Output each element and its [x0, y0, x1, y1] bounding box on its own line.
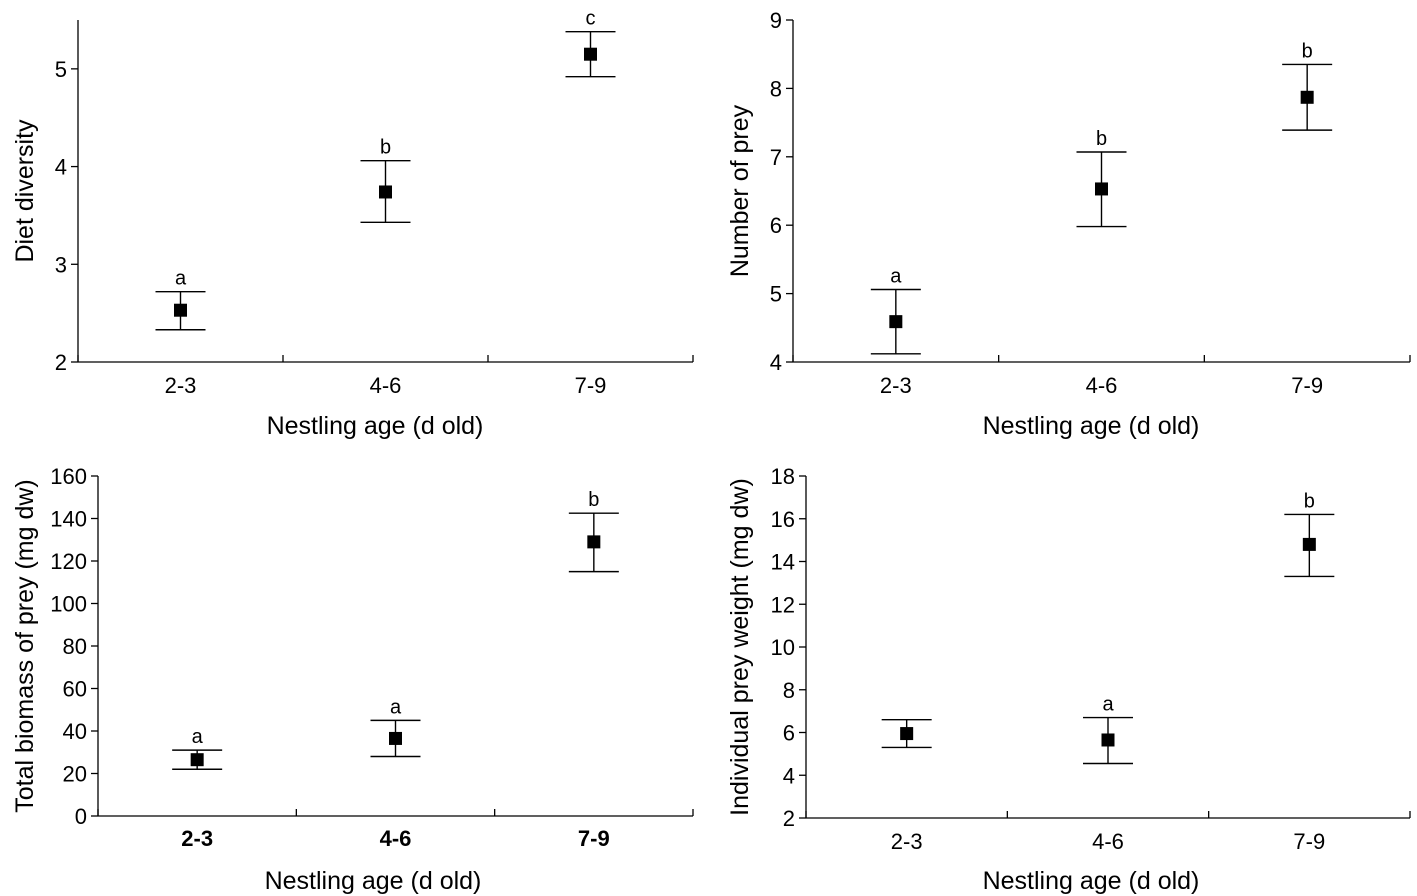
diet-diversity-significance-letter: a [175, 268, 187, 290]
number-of-prey-significance-letter: a [890, 265, 902, 287]
diet-diversity-y-tick-label: 3 [55, 252, 67, 277]
individual-prey-weight-x-tick-label: 4-6 [1092, 829, 1124, 854]
total-biomass-x-tick-label: 4-6 [380, 826, 412, 851]
total-biomass-significance-letter: a [192, 726, 204, 748]
diet-diversity-x-tick-label: 2-3 [165, 373, 197, 398]
number-of-prey-y-tick-label: 7 [770, 145, 782, 170]
total-biomass-data-point [389, 731, 402, 745]
total-biomass-y-axis-title: Total biomass of prey (mg dw) [11, 479, 39, 812]
diet-diversity-significance-letter: c [586, 8, 596, 30]
total-biomass-panel: 0 20 40 60 80 100 120 140 160 2-3 4-6 7-9 Nestling a… [11, 464, 694, 895]
individual-prey-weight-y-tick-label: 16 [771, 507, 795, 532]
number-of-prey-data-point [1095, 182, 1108, 196]
diet-diversity-y-tick-label: 4 [55, 155, 67, 180]
total-biomass-y-tick-label: 100 [50, 592, 87, 617]
number-of-prey-y-tick-label: 4 [770, 350, 782, 375]
diet-diversity-x-tick-label: 4-6 [370, 373, 402, 398]
diet-diversity-x-axis-title: Nestling age (d old) [267, 412, 484, 440]
total-biomass-x-axis-title: Nestling age (d old) [265, 867, 482, 895]
diet-diversity-significance-letter: b [380, 137, 391, 159]
total-biomass-y-tick-label: 80 [63, 634, 87, 659]
individual-prey-weight-data-point [1302, 537, 1316, 551]
total-biomass-data-point [587, 535, 601, 549]
total-biomass-y-tick-label: 120 [50, 549, 87, 574]
number-of-prey-y-tick-label: 6 [770, 213, 782, 238]
number-of-prey-significance-letter: b [1302, 40, 1313, 62]
individual-prey-weight-y-tick-label: 14 [771, 550, 795, 575]
number-of-prey-significance-letter: b [1096, 128, 1107, 150]
total-biomass-significance-letter: b [588, 489, 599, 511]
diet-diversity-y-tick-label: 2 [55, 350, 67, 375]
total-biomass-y-tick-label: 0 [75, 804, 87, 829]
individual-prey-weight-x-axis-title: Nestling age (d old) [983, 867, 1200, 895]
number-of-prey-data-point [1300, 90, 1314, 104]
number-of-prey-panel: 4 5 6 7 8 9 2-3 4-6 7-9 Nestling age (d old) Numbe… [726, 8, 1411, 440]
diet-diversity-y-axis-title: Diet diversity [11, 119, 39, 263]
diet-diversity-panel: 2 3 4 5 2-3 4-6 7-9 Nestling age (d old) Diet di… [11, 8, 694, 440]
individual-prey-weight-significance-letter: a [1102, 694, 1114, 716]
total-biomass-data-point [190, 753, 204, 767]
total-biomass-x-tick-label: 2-3 [181, 826, 213, 851]
number-of-prey-x-tick-label: 4-6 [1086, 373, 1118, 398]
number-of-prey-y-axis-title: Number of prey [726, 104, 754, 277]
individual-prey-weight-panel: 2 4 6 8 10 12 14 16 18 2-3 4-6 7-9 Nestling age (d o… [726, 464, 1411, 895]
individual-prey-weight-y-tick-label: 6 [783, 721, 795, 746]
individual-prey-weight-y-tick-label: 4 [783, 763, 795, 788]
individual-prey-weight-y-tick-label: 12 [771, 592, 795, 617]
individual-prey-weight-x-tick-label: 2-3 [891, 829, 923, 854]
diet-diversity-y-tick-label: 5 [55, 57, 67, 82]
number-of-prey-x-axis-title: Nestling age (d old) [983, 412, 1200, 440]
total-biomass-y-tick-label: 140 [50, 507, 87, 532]
diet-diversity-x-tick-label: 7-9 [575, 373, 607, 398]
individual-prey-weight-data-point [1101, 733, 1115, 747]
total-biomass-y-tick-label: 40 [63, 719, 87, 744]
number-of-prey-y-tick-label: 9 [770, 8, 782, 33]
individual-prey-weight-significance-letter: b [1304, 490, 1315, 512]
number-of-prey-x-tick-label: 2-3 [880, 373, 912, 398]
individual-prey-weight-x-tick-label: 7-9 [1293, 829, 1325, 854]
diet-diversity-data-point [379, 185, 392, 199]
total-biomass-y-tick-label: 160 [50, 464, 87, 489]
individual-prey-weight-y-tick-label: 2 [783, 806, 795, 831]
individual-prey-weight-y-axis-title: Individual prey weight (mg dw) [726, 478, 754, 816]
individual-prey-weight-y-tick-label: 18 [771, 464, 795, 489]
number-of-prey-y-tick-label: 8 [770, 76, 782, 101]
total-biomass-y-tick-label: 60 [63, 677, 87, 702]
total-biomass-y-tick-label: 20 [63, 762, 87, 787]
diet-diversity-data-point [584, 47, 597, 61]
total-biomass-significance-letter: a [390, 696, 402, 718]
number-of-prey-data-point [889, 315, 903, 329]
number-of-prey-x-tick-label: 7-9 [1291, 373, 1323, 398]
number-of-prey-y-tick-label: 5 [770, 282, 782, 307]
individual-prey-weight-y-tick-label: 10 [771, 635, 795, 660]
diet-diversity-data-point [174, 303, 187, 317]
individual-prey-weight-y-tick-label: 8 [783, 678, 795, 703]
individual-prey-weight-data-point [900, 727, 914, 741]
total-biomass-x-tick-label: 7-9 [578, 826, 610, 851]
